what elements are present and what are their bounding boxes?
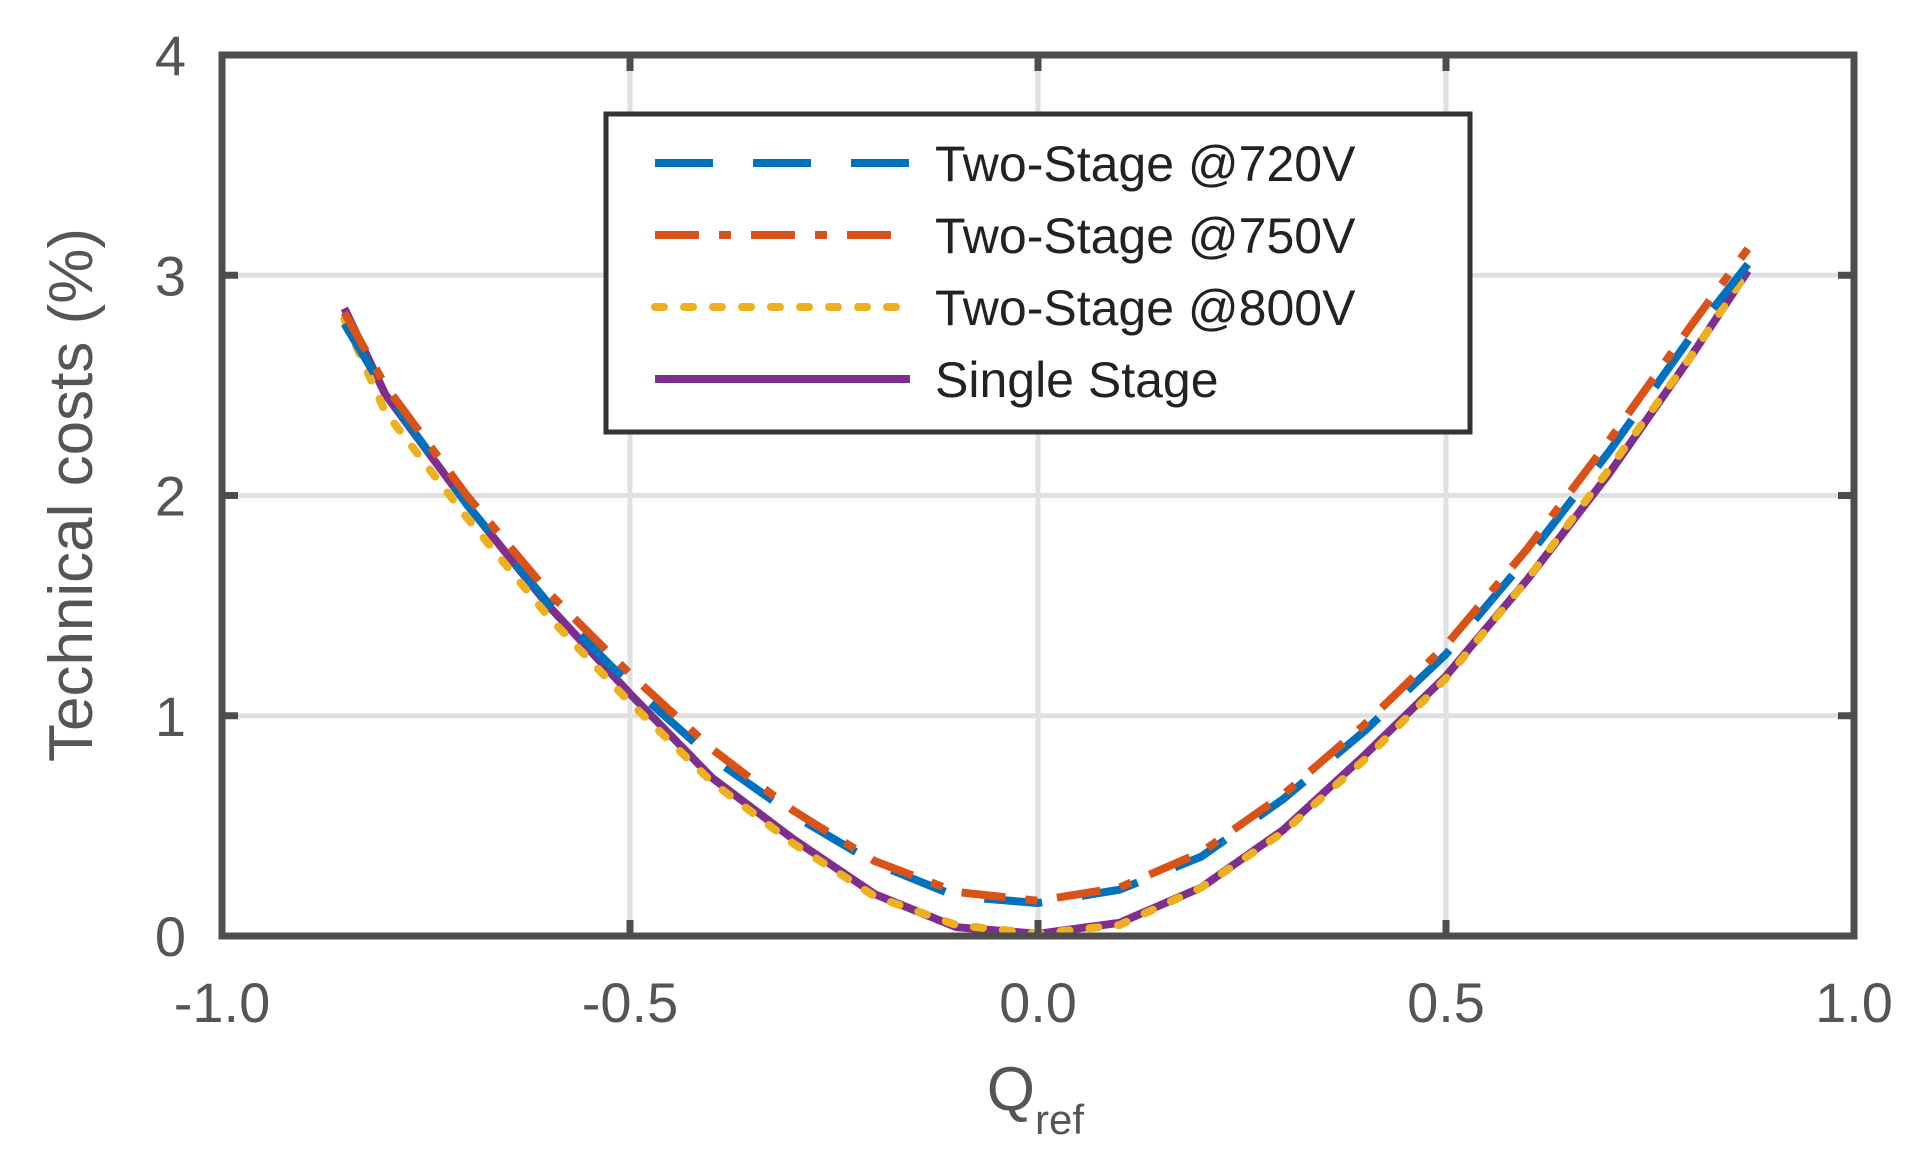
legend-item: Two-Stage @750V (655, 208, 1356, 264)
y-tick-label: 1 (155, 685, 186, 748)
x-axis-title-main: Q (987, 1055, 1035, 1124)
y-tick-label: 3 (155, 244, 186, 307)
series-line-two-stage-750v (340, 246, 1752, 905)
x-axis-title-subscript: ref (1035, 1096, 1084, 1143)
y-tick-labels: 0 1 2 3 4 (155, 24, 186, 968)
y-tick-label: 0 (155, 905, 186, 968)
legend-item: Two-Stage @800V (651, 280, 1356, 336)
y-axis-title: Technical costs (%) (37, 228, 106, 762)
x-tick-label: 0.0 (999, 971, 1077, 1034)
y-tick-label: 2 (155, 465, 186, 528)
x-tick-label: -0.5 (582, 971, 679, 1034)
x-tick-label: 0.5 (1407, 971, 1485, 1034)
legend-label: Single Stage (935, 352, 1219, 408)
legend-item: Single Stage (655, 352, 1219, 408)
legend-label: Two-Stage @800V (935, 280, 1356, 336)
legend: Two-Stage @720V Two-Stage @750V Two-Stage … (603, 111, 1473, 435)
legend-label: Two-Stage @720V (935, 136, 1356, 192)
axis-ticks (222, 55, 1854, 936)
x-axis-title: Q (987, 1055, 1035, 1124)
legend-items: Two-Stage @720V Two-Stage @750V Two-Stage … (651, 136, 1356, 408)
legend-label: Two-Stage @750V (935, 208, 1356, 264)
y-tick-label: 4 (155, 24, 186, 87)
legend-item: Two-Stage @720V (655, 136, 1356, 192)
x-tick-labels: -1.0 -0.5 0.0 0.5 1.0 (174, 971, 1893, 1034)
x-tick-label: -1.0 (174, 971, 271, 1034)
series-line-two-stage-720v (340, 261, 1752, 907)
x-tick-label: 1.0 (1815, 971, 1893, 1034)
